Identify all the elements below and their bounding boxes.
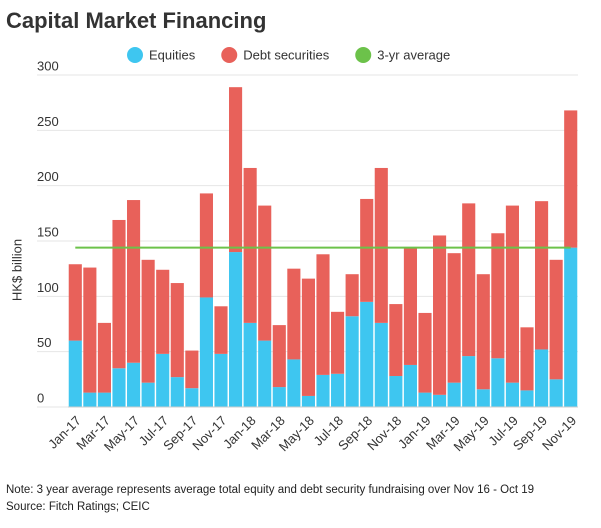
- bar-segment: [214, 353, 228, 407]
- bar-segment: [462, 356, 476, 407]
- bar-segment: [287, 359, 301, 407]
- bar-segment: [229, 87, 243, 253]
- bar-segment: [185, 388, 199, 407]
- y-axis-label: HK$ billion: [9, 239, 24, 301]
- bar-segment: [505, 205, 519, 383]
- bar-segment: [68, 340, 82, 407]
- chart-title: Capital Market Financing: [6, 8, 266, 33]
- note: Note: 3 year average represents average …: [6, 484, 534, 496]
- bar-segment: [97, 322, 111, 393]
- bar-segment: [112, 219, 126, 369]
- y-tick-label: 0: [37, 390, 44, 405]
- bar-segment: [447, 382, 461, 407]
- bar-segment: [156, 269, 170, 354]
- bar-segment: [272, 387, 286, 407]
- bar-segment: [316, 254, 330, 375]
- bar-segment: [564, 110, 578, 248]
- bar-segment: [214, 306, 228, 354]
- legend-label: 3-yr average: [377, 47, 450, 62]
- y-tick-label: 300: [37, 58, 59, 73]
- bar-segment: [447, 253, 461, 383]
- bar-segment: [170, 283, 184, 378]
- bar-segment: [331, 311, 345, 374]
- bar-segment: [170, 377, 184, 407]
- bar-segment: [199, 297, 213, 407]
- bar-segment: [462, 203, 476, 357]
- bar-segment: [331, 373, 345, 407]
- bar-segment: [549, 379, 563, 407]
- bar-segment: [287, 268, 301, 360]
- bar-segment: [272, 325, 286, 388]
- source: Source: Fitch Ratings; CEIC: [6, 501, 150, 513]
- bar-segment: [243, 167, 257, 323]
- bar-segment: [403, 247, 417, 365]
- bar-segment: [549, 259, 563, 380]
- legend-label: Debt securities: [243, 47, 329, 62]
- bar-segment: [141, 382, 155, 407]
- bar-segment: [316, 374, 330, 407]
- bar-segment: [68, 264, 82, 341]
- legend-swatch: [355, 47, 372, 63]
- y-tick-label: 250: [37, 114, 59, 129]
- bar-segment: [491, 358, 505, 407]
- bar-segment: [243, 322, 257, 407]
- bar-segment: [301, 395, 315, 407]
- bar-segment: [199, 193, 213, 298]
- bar-segment: [433, 235, 447, 395]
- bar-segment: [535, 201, 549, 350]
- y-tick-label: 100: [37, 280, 59, 295]
- bar-segment: [229, 252, 243, 407]
- bar-segment: [345, 316, 359, 407]
- bar-segment: [374, 322, 388, 407]
- bar-segment: [564, 247, 578, 407]
- bar-segment: [97, 392, 111, 407]
- bar-segment: [520, 390, 534, 407]
- bar-segment: [535, 349, 549, 407]
- bar-segment: [156, 353, 170, 407]
- bar-segment: [301, 278, 315, 396]
- legend-label: Equities: [149, 47, 196, 62]
- bar-segment: [345, 274, 359, 317]
- bar-segment: [258, 340, 272, 407]
- bar-segment: [505, 382, 519, 407]
- bar-segment: [374, 167, 388, 323]
- bar-segment: [360, 301, 374, 407]
- bar-segment: [520, 327, 534, 391]
- bar-segment: [360, 198, 374, 302]
- bar-segment: [258, 205, 272, 341]
- y-tick-label: 50: [37, 335, 51, 350]
- bar-segment: [389, 304, 403, 377]
- bar-segment: [83, 392, 97, 407]
- bar-segment: [185, 350, 199, 389]
- bar-segment: [83, 267, 97, 393]
- bar-segment: [127, 362, 141, 407]
- bar-segment: [418, 392, 432, 407]
- bar-segment: [127, 200, 141, 363]
- bar-segment: [112, 368, 126, 407]
- bar-segment: [141, 259, 155, 383]
- bar-segment: [418, 312, 432, 393]
- legend-swatch: [221, 47, 238, 63]
- bar-segment: [433, 394, 447, 407]
- bar-segment: [491, 233, 505, 359]
- legend-swatch: [127, 47, 143, 63]
- bar-segment: [476, 389, 490, 407]
- y-tick-label: 200: [37, 169, 59, 184]
- bar-segment: [476, 274, 490, 390]
- bar-segment: [389, 376, 403, 407]
- y-tick-label: 150: [37, 224, 59, 239]
- bar-segment: [403, 364, 417, 407]
